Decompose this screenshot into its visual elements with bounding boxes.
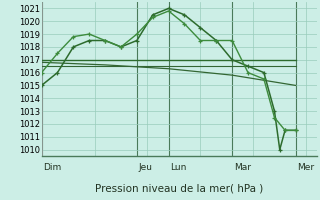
Text: Dim: Dim [43, 163, 61, 172]
Text: Lun: Lun [170, 163, 187, 172]
Text: Mar: Mar [234, 163, 251, 172]
Text: Jeu: Jeu [139, 163, 152, 172]
Text: Mer: Mer [297, 163, 314, 172]
Text: Pression niveau de la mer( hPa ): Pression niveau de la mer( hPa ) [95, 184, 263, 194]
